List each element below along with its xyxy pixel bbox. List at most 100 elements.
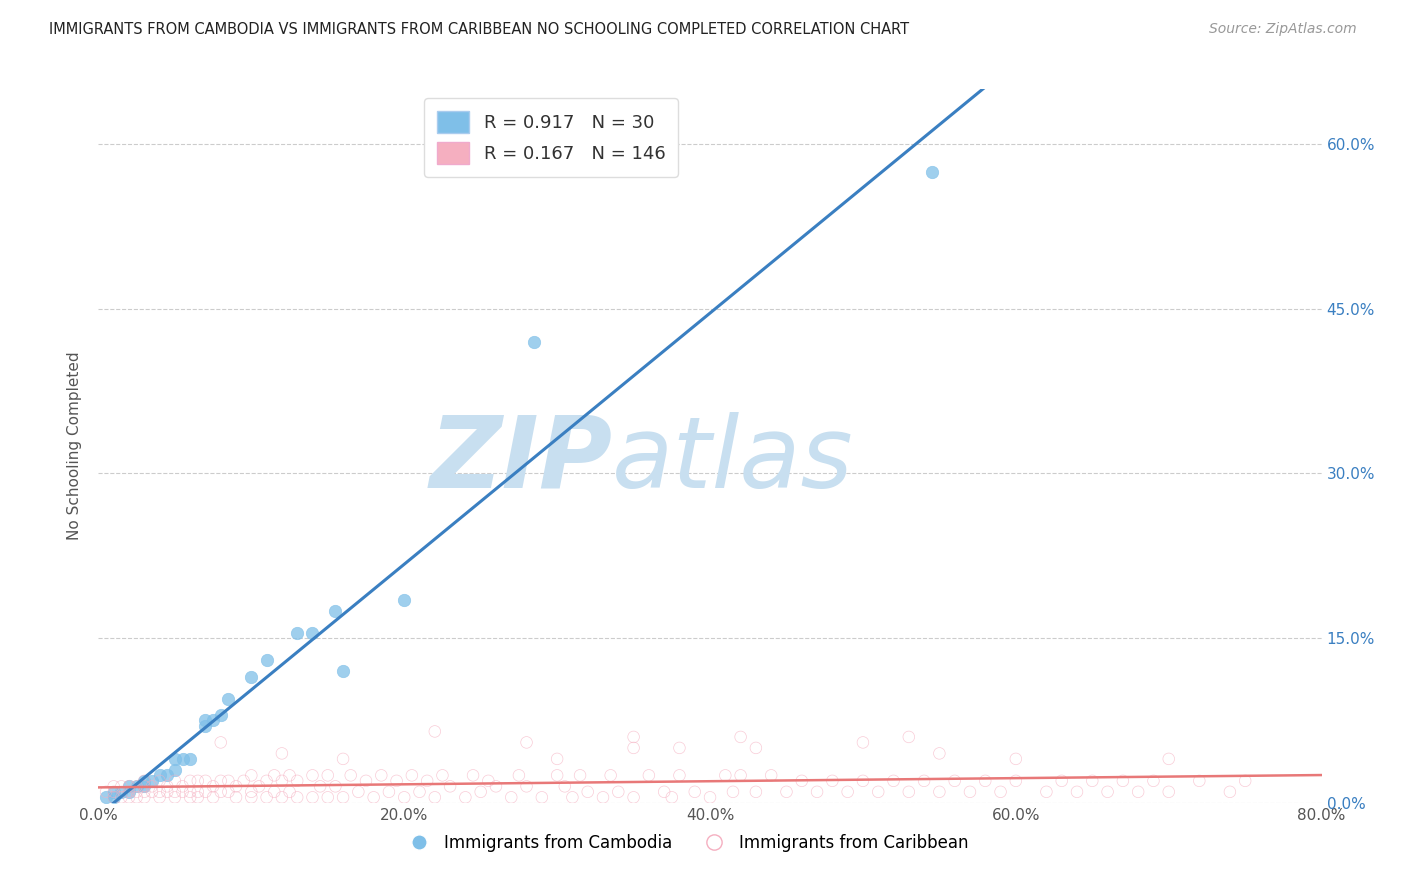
Point: [163, 773, 186, 788]
Point: [623, 740, 645, 755]
Point: [179, 785, 201, 799]
Point: [561, 790, 583, 805]
Point: [699, 790, 721, 805]
Point: [316, 768, 339, 782]
Point: [477, 773, 499, 788]
Point: [194, 719, 217, 733]
Point: [163, 790, 186, 805]
Point: [745, 740, 768, 755]
Point: [270, 773, 292, 788]
Point: [897, 785, 920, 799]
Point: [721, 785, 744, 799]
Point: [592, 790, 614, 805]
Point: [385, 773, 408, 788]
Point: [1128, 785, 1150, 799]
Point: [1035, 785, 1057, 799]
Point: [156, 768, 179, 782]
Point: [546, 768, 568, 782]
Point: [668, 768, 690, 782]
Point: [790, 773, 813, 788]
Point: [301, 790, 323, 805]
Point: [103, 790, 125, 805]
Point: [179, 773, 201, 788]
Point: [569, 768, 592, 782]
Legend: Immigrants from Cambodia, Immigrants from Caribbean: Immigrants from Cambodia, Immigrants fro…: [396, 828, 976, 859]
Point: [485, 780, 508, 794]
Point: [134, 773, 156, 788]
Point: [194, 785, 217, 799]
Point: [141, 785, 163, 799]
Point: [187, 773, 209, 788]
Point: [454, 790, 477, 805]
Point: [599, 768, 621, 782]
Point: [1081, 773, 1104, 788]
Point: [883, 773, 905, 788]
Point: [118, 780, 141, 794]
Point: [172, 752, 194, 766]
Point: [217, 785, 239, 799]
Point: [118, 780, 141, 794]
Point: [125, 780, 148, 794]
Point: [392, 790, 416, 805]
Point: [990, 785, 1012, 799]
Point: [745, 785, 768, 799]
Point: [256, 790, 278, 805]
Point: [149, 790, 172, 805]
Point: [439, 780, 461, 794]
Point: [928, 747, 950, 761]
Text: ZIP: ZIP: [429, 412, 612, 508]
Point: [285, 790, 308, 805]
Point: [1219, 785, 1241, 799]
Point: [134, 780, 156, 794]
Point: [523, 334, 546, 349]
Y-axis label: No Schooling Completed: No Schooling Completed: [67, 351, 83, 541]
Point: [209, 708, 232, 723]
Point: [209, 785, 232, 799]
Point: [432, 768, 454, 782]
Point: [1157, 785, 1180, 799]
Point: [347, 785, 370, 799]
Point: [125, 790, 148, 805]
Point: [623, 730, 645, 744]
Point: [661, 790, 683, 805]
Point: [652, 785, 675, 799]
Point: [134, 790, 156, 805]
Point: [217, 691, 239, 706]
Point: [256, 773, 278, 788]
Point: [775, 785, 797, 799]
Point: [125, 780, 148, 794]
Point: [852, 773, 875, 788]
Point: [94, 785, 117, 799]
Point: [103, 790, 125, 805]
Point: [392, 592, 416, 607]
Point: [959, 785, 981, 799]
Point: [912, 773, 935, 788]
Point: [156, 780, 179, 794]
Point: [325, 780, 347, 794]
Point: [363, 790, 385, 805]
Point: [1157, 752, 1180, 766]
Point: [607, 785, 630, 799]
Point: [974, 773, 997, 788]
Point: [1142, 773, 1164, 788]
Point: [1097, 785, 1119, 799]
Point: [416, 773, 439, 788]
Point: [141, 773, 163, 788]
Point: [1188, 773, 1211, 788]
Point: [187, 790, 209, 805]
Point: [225, 780, 247, 794]
Point: [263, 768, 285, 782]
Point: [209, 735, 232, 749]
Point: [928, 785, 950, 799]
Point: [278, 768, 301, 782]
Point: [759, 768, 782, 782]
Point: [134, 780, 156, 794]
Point: [225, 790, 247, 805]
Point: [508, 768, 530, 782]
Point: [821, 773, 844, 788]
Point: [134, 773, 156, 788]
Point: [325, 604, 347, 618]
Point: [714, 768, 737, 782]
Point: [202, 780, 225, 794]
Point: [730, 730, 752, 744]
